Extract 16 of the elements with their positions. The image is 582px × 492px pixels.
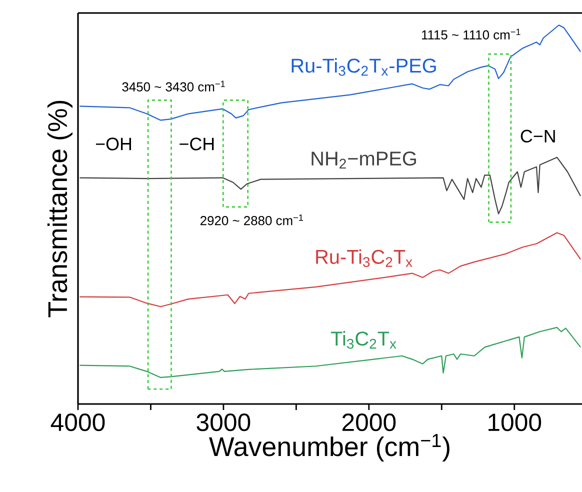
series-label: Ti$_{3}$C$_{2}$T$_{x}$ <box>331 331 396 349</box>
series-label: Ru-Ti$_{3}$C$_{2}$T$_{x}$-PEG <box>292 58 436 76</box>
annotation: 3450 ~ 3430 cm$^{−1}$ <box>122 80 225 92</box>
x-tick-label: 2000 <box>342 414 396 432</box>
y-axis-title: Transmittance (%) <box>47 100 72 318</box>
x-tick-label: 1000 <box>488 414 542 432</box>
series-label: Ru-Ti$_{3}$C$_{2}$T$_{x}$ <box>316 249 412 267</box>
x-tick-label: 4000 <box>50 414 105 432</box>
annotation: 1115 ~ 1110 cm$^{−1}$ <box>422 28 520 40</box>
annotation: C−N <box>520 130 555 143</box>
x-axis-title: Wavenumber (cm$^{−1}$) <box>209 434 450 462</box>
annotation: −OH <box>96 138 131 150</box>
series-label: NH$_{2}$−mPEG <box>312 152 416 169</box>
x-tick-label: 3000 <box>196 414 250 432</box>
annotation: 2920 ~ 2880 cm$^{−1}$ <box>200 214 303 226</box>
annotation: −CH <box>180 138 214 150</box>
